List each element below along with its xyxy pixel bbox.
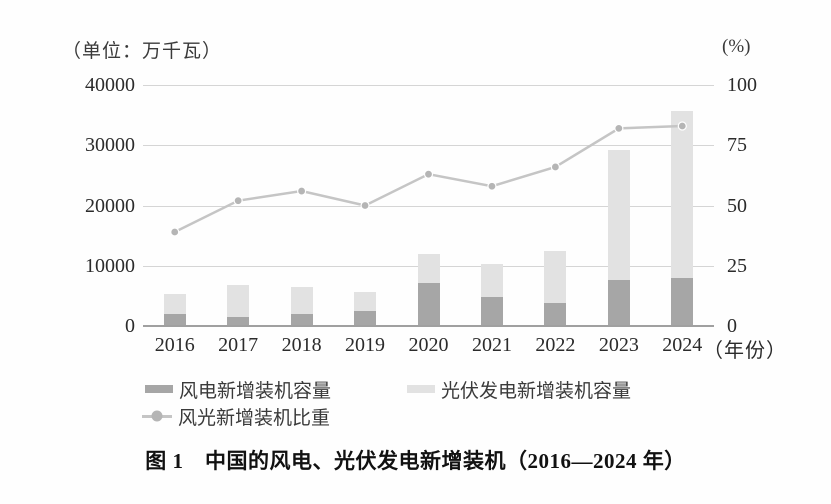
- bar-solar-segment: [480, 264, 503, 298]
- bar-wind-segment: [607, 280, 630, 326]
- x-axis-tick-label: 2017: [218, 334, 259, 356]
- share-line-marker: [297, 186, 307, 196]
- bar-wind-segment: [354, 310, 377, 326]
- bar-wind-segment: [544, 303, 567, 326]
- x-axis-tick-label: 2018: [281, 334, 322, 356]
- share-line-marker: [614, 123, 624, 133]
- wind-bar-swatch-icon: [145, 385, 173, 393]
- y2-axis-tick-label: 75: [727, 134, 747, 157]
- x-axis-tick-label: 2019: [345, 334, 386, 356]
- legend-label-wind: 风电新增装机容量: [179, 380, 332, 402]
- y-axis-tick-label: 30000: [85, 134, 135, 157]
- bar-solar-segment: [544, 250, 567, 304]
- legend-item-wind: 风电新增装机容量: [145, 377, 332, 402]
- x-axis-unit-label: （年份）: [703, 340, 787, 362]
- share-marker-icon: [151, 410, 163, 422]
- x-axis-tick-label: 2016: [154, 334, 195, 356]
- x-axis-line: [143, 325, 714, 327]
- figure-caption: 图 1 中国的风电、光伏发电新增装机（2016—2024 年）: [145, 449, 686, 473]
- share-line-marker: [233, 196, 243, 206]
- bar-solar-segment: [607, 149, 630, 281]
- share-line-marker: [170, 227, 180, 237]
- share-line-marker: [487, 181, 497, 191]
- share-line-swatch-icon: [142, 410, 172, 422]
- solar-bar-swatch-icon: [407, 385, 435, 393]
- plot-area: [143, 85, 714, 327]
- share-line-marker: [550, 162, 560, 172]
- gridline: [143, 205, 714, 207]
- bar-wind-segment: [417, 282, 440, 326]
- y2-axis-tick-label: 0: [727, 315, 737, 337]
- bar-wind-segment: [290, 313, 313, 326]
- legend-item-solar: 光伏发电新增装机容量: [407, 377, 632, 402]
- bar-wind-segment: [671, 277, 694, 326]
- share-line-layer: [170, 121, 687, 237]
- bar-solar-segment: [227, 285, 250, 317]
- y-axis-tick-label: 10000: [85, 254, 135, 277]
- legend-item-share: 风光新增装机比重: [142, 404, 331, 429]
- legend-label-share: 风光新增装机比重: [178, 407, 331, 429]
- bar-solar-segment: [671, 110, 694, 278]
- y-axis-tick-label: 0: [125, 315, 135, 337]
- y-axis-tick-label: 40000: [85, 74, 135, 96]
- y2-axis-tick-label: 25: [727, 254, 747, 277]
- bar-wind-segment: [227, 316, 250, 326]
- bar-solar-segment: [163, 293, 186, 315]
- x-axis-tick-label: 2022: [535, 334, 576, 356]
- x-axis-tick-label: 2020: [408, 334, 449, 356]
- x-axis-tick-label: 2021: [471, 334, 512, 356]
- left-axis-unit-label: （单位：万千瓦）: [62, 41, 223, 62]
- share-line-marker: [423, 169, 434, 179]
- share-line-marker: [677, 121, 687, 131]
- share-line-marker: [360, 200, 370, 211]
- x-axis-tick-label: 2024: [662, 334, 703, 356]
- bar-solar-segment: [417, 253, 440, 283]
- x-axis-tick-label: 2023: [598, 334, 639, 356]
- y2-axis-tick-label: 50: [727, 194, 747, 217]
- gridline: [143, 85, 714, 86]
- gridline: [143, 145, 714, 147]
- share-line: [174, 124, 683, 234]
- y-axis-tick-label: 20000: [85, 194, 135, 217]
- legend-label-solar: 光伏发电新增装机容量: [441, 380, 632, 402]
- bar-solar-segment: [290, 286, 313, 314]
- y2-axis-tick-label: 100: [727, 74, 757, 96]
- bar-solar-segment: [354, 292, 377, 311]
- right-axis-unit-label: (%): [722, 36, 751, 57]
- bar-wind-segment: [480, 297, 503, 326]
- bar-wind-segment: [163, 314, 186, 326]
